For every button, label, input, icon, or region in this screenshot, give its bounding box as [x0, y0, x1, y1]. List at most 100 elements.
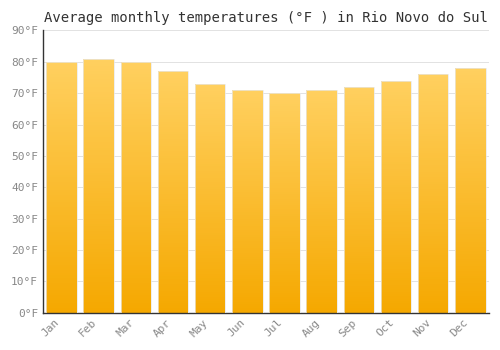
Bar [120, 87, 151, 89]
Bar [232, 137, 262, 139]
Bar [46, 62, 77, 313]
Bar [158, 296, 188, 298]
Bar [232, 295, 262, 297]
Bar [455, 80, 486, 83]
Bar [120, 260, 151, 262]
Bar [381, 150, 411, 153]
Bar [158, 310, 188, 313]
Bar [418, 215, 448, 217]
Bar [84, 153, 114, 155]
Bar [232, 90, 262, 313]
Bar [158, 103, 188, 105]
Bar [270, 152, 300, 155]
Bar [418, 291, 448, 294]
Bar [418, 77, 448, 79]
Bar [381, 88, 411, 90]
Bar [46, 285, 77, 288]
Bar [195, 310, 226, 313]
Bar [232, 157, 262, 159]
Bar [270, 104, 300, 106]
Bar [158, 78, 188, 81]
Bar [381, 213, 411, 215]
Bar [46, 250, 77, 252]
Bar [158, 291, 188, 293]
Bar [232, 155, 262, 157]
Bar [158, 211, 188, 214]
Bar [158, 192, 188, 194]
Bar [306, 170, 337, 173]
Bar [381, 190, 411, 192]
Bar [84, 226, 114, 229]
Bar [270, 238, 300, 240]
Bar [418, 227, 448, 229]
Bar [158, 288, 188, 291]
Bar [270, 288, 300, 291]
Bar [46, 298, 77, 300]
Bar [120, 104, 151, 107]
Bar [158, 255, 188, 257]
Bar [84, 206, 114, 209]
Bar [344, 297, 374, 299]
Bar [418, 179, 448, 182]
Bar [232, 288, 262, 290]
Bar [84, 219, 114, 221]
Bar [120, 164, 151, 167]
Bar [455, 159, 486, 161]
Bar [344, 91, 374, 94]
Bar [120, 250, 151, 252]
Bar [455, 193, 486, 195]
Bar [306, 144, 337, 146]
Bar [158, 83, 188, 86]
Bar [455, 273, 486, 276]
Bar [344, 127, 374, 130]
Bar [158, 276, 188, 279]
Bar [120, 107, 151, 110]
Bar [344, 211, 374, 213]
Bar [232, 259, 262, 261]
Bar [270, 150, 300, 152]
Bar [195, 84, 226, 313]
Bar [344, 220, 374, 222]
Bar [120, 303, 151, 305]
Bar [418, 191, 448, 194]
Bar [232, 215, 262, 217]
Bar [120, 147, 151, 149]
Bar [84, 224, 114, 226]
Bar [455, 215, 486, 217]
Bar [195, 86, 226, 88]
Bar [270, 117, 300, 119]
Bar [270, 163, 300, 166]
Bar [455, 300, 486, 303]
Bar [195, 235, 226, 237]
Bar [120, 84, 151, 87]
Bar [381, 160, 411, 162]
Bar [158, 209, 188, 211]
Bar [344, 209, 374, 211]
Bar [418, 189, 448, 191]
Bar [418, 194, 448, 196]
Bar [306, 150, 337, 152]
Bar [306, 264, 337, 266]
Bar [270, 93, 300, 313]
Bar [418, 220, 448, 222]
Bar [270, 108, 300, 111]
Bar [232, 195, 262, 197]
Bar [270, 126, 300, 128]
Bar [195, 217, 226, 219]
Bar [195, 214, 226, 217]
Bar [270, 269, 300, 271]
Bar [381, 245, 411, 248]
Bar [344, 195, 374, 197]
Bar [46, 62, 77, 64]
Bar [120, 77, 151, 79]
Bar [120, 134, 151, 137]
Bar [232, 206, 262, 208]
Bar [120, 310, 151, 313]
Bar [46, 200, 77, 202]
Bar [418, 153, 448, 155]
Bar [455, 163, 486, 166]
Bar [306, 157, 337, 159]
Bar [120, 89, 151, 92]
Bar [270, 297, 300, 300]
Bar [270, 113, 300, 115]
